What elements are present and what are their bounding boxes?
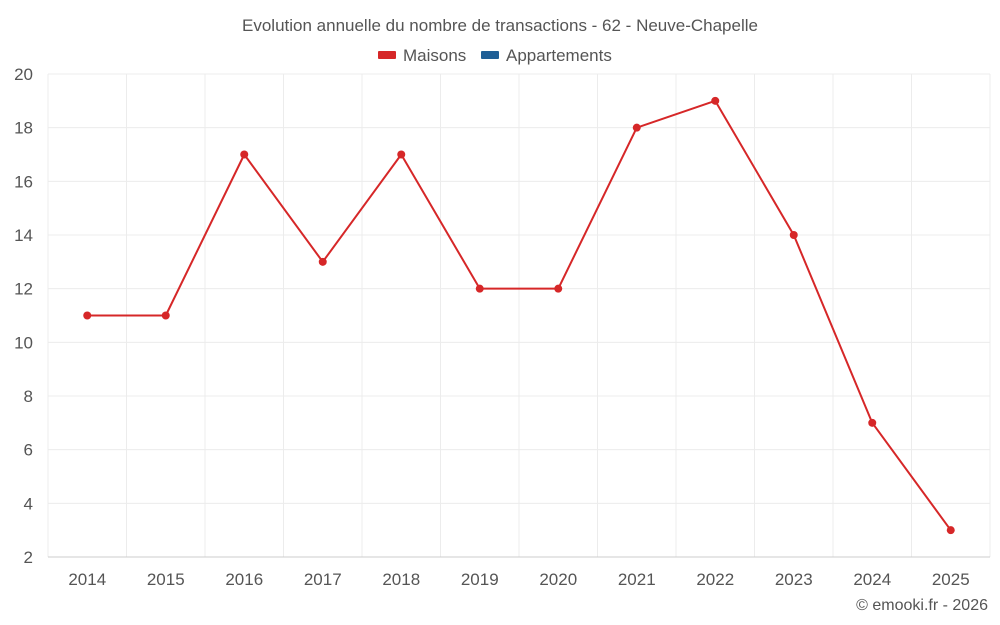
x-tick-label: 2022 <box>696 570 734 589</box>
x-tick-label: 2018 <box>382 570 420 589</box>
data-point-maisons[interactable] <box>397 150 406 159</box>
y-tick-label: 10 <box>14 333 33 352</box>
legend: Maisons Appartements <box>378 46 612 65</box>
legend-label-appartements[interactable]: Appartements <box>506 46 612 65</box>
data-point-maisons[interactable] <box>946 526 955 535</box>
data-point-maisons[interactable] <box>789 231 798 239</box>
y-tick-label: 12 <box>14 280 33 299</box>
data-point-maisons[interactable] <box>711 96 720 105</box>
credit-text: © emooki.fr - 2026 <box>856 597 988 614</box>
data-point-maisons[interactable] <box>475 284 484 293</box>
y-axis-ticks: 2 4 6 8 10 12 14 16 18 20 <box>14 65 33 567</box>
x-tick-label: 2016 <box>225 570 263 589</box>
data-point-maisons[interactable] <box>318 257 327 266</box>
data-point-maisons[interactable] <box>240 150 249 159</box>
x-axis-ticks: 2014 2015 2016 2017 2018 2019 2020 2021 2022 2023… <box>68 570 969 589</box>
x-tick-label: 2017 <box>304 570 342 589</box>
data-point-maisons[interactable] <box>83 311 92 320</box>
x-tick-label: 2024 <box>853 570 891 589</box>
series-line-maisons <box>87 99 952 531</box>
x-tick-label: 2015 <box>147 570 185 589</box>
y-tick-label: 2 <box>24 548 33 567</box>
y-tick-label: 20 <box>14 65 33 84</box>
y-tick-label: 16 <box>14 172 33 191</box>
chart-title: Evolution annuelle du nombre de transact… <box>242 16 758 35</box>
y-tick-label: 18 <box>14 119 33 138</box>
x-tick-label: 2014 <box>68 570 106 589</box>
x-tick-label: 2019 <box>461 570 499 589</box>
legend-swatch-appartements <box>481 51 499 59</box>
x-tick-label: 2023 <box>775 570 813 589</box>
y-tick-label: 6 <box>24 441 33 460</box>
data-point-maisons[interactable] <box>554 284 563 293</box>
x-tick-label: 2021 <box>618 570 656 589</box>
x-tick-label: 2020 <box>539 570 577 589</box>
y-tick-label: 14 <box>14 226 33 245</box>
legend-swatch-maisons <box>378 51 396 59</box>
grid <box>47 73 991 558</box>
legend-label-maisons[interactable]: Maisons <box>403 46 466 65</box>
data-point-maisons[interactable] <box>632 123 641 132</box>
x-tick-label: 2025 <box>932 570 970 589</box>
data-point-maisons[interactable] <box>161 311 170 320</box>
y-tick-label: 4 <box>24 494 33 513</box>
series <box>83 96 955 535</box>
data-point-maisons[interactable] <box>868 418 877 427</box>
y-tick-label: 8 <box>24 387 33 406</box>
